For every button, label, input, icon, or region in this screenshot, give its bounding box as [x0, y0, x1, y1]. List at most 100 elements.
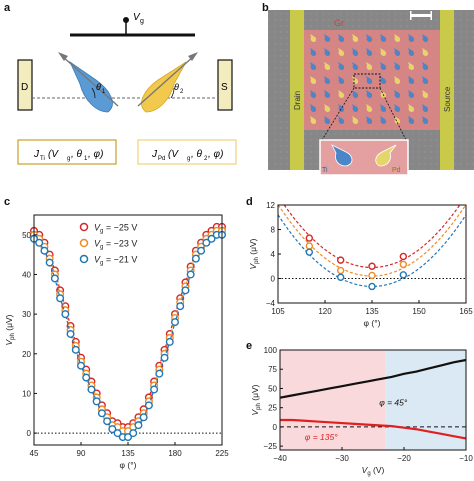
source-label: Source [443, 86, 452, 112]
particle-grid [310, 34, 429, 124]
ti-particle [69, 60, 113, 113]
panel-a-schematic: V g D S θ 1 θ 2 J Ti (V g , θ 1 , φ) J P… [17, 12, 237, 165]
pd-particle-mark [324, 104, 331, 112]
data-point [207, 234, 216, 243]
y-axis-label: Vph (μV) [248, 238, 260, 269]
panel-b-letter: b [262, 2, 269, 14]
ti-particle-mark [380, 76, 387, 84]
ti-particle-mark [366, 34, 373, 42]
electrode-d [17, 59, 33, 111]
ti-particle-mark [408, 48, 415, 56]
legend-label: Vg = −25 V [94, 223, 137, 235]
ti-particle-mark [422, 104, 429, 112]
legend-marker [79, 222, 89, 232]
ti-arrow-head [58, 52, 68, 61]
theta2-sub: 2 [180, 89, 184, 95]
y-tick-label: −4 [266, 299, 276, 308]
ti-particle-mark [380, 34, 387, 42]
x-axis-label: Vg (V) [362, 465, 385, 477]
pd-particle-mark [422, 48, 429, 56]
theta2-label: θ [174, 82, 179, 92]
legend-label: Vg = −21 V [94, 255, 137, 267]
jpd-main: J [151, 149, 158, 160]
y-tick-label: 30 [22, 310, 31, 319]
ti-particle-mark [394, 104, 401, 112]
data-point [92, 397, 101, 406]
legend-marker [79, 254, 89, 264]
pd-particle-mark [380, 48, 387, 56]
legend-label: Vg = −23 V [94, 239, 137, 251]
ti-particle-mark [380, 116, 387, 124]
ti-particle-mark [352, 104, 359, 112]
ti-particle-mark [352, 90, 359, 98]
y-tick-label: 0 [271, 275, 276, 284]
jpd-sub: Pd [158, 156, 165, 162]
x-tick-label: 225 [215, 449, 229, 458]
data-point [186, 270, 195, 279]
y-tick-label: 0 [273, 423, 278, 432]
jti-end: , φ) [88, 149, 103, 160]
data-point [50, 274, 59, 283]
ti-particle-mark [324, 48, 331, 56]
data-point [336, 266, 345, 275]
pd-particle-mark [380, 90, 387, 98]
data-point [40, 246, 49, 255]
data-point [61, 310, 70, 319]
drain-electrode [290, 10, 304, 170]
data-point [368, 271, 376, 280]
ti-particle-mark [408, 90, 415, 98]
pd-particle-mark [408, 62, 415, 70]
theta1-arc [91, 87, 96, 99]
y-tick-label: 75 [268, 365, 277, 374]
y-tick-label: −25 [263, 442, 277, 451]
data-point [87, 385, 96, 394]
data-point [170, 318, 179, 327]
x-axis-label: φ (°) [364, 318, 381, 328]
jti-args: (V [48, 149, 59, 160]
jpd-end: , φ) [208, 149, 223, 160]
data-point [191, 254, 200, 263]
jpd-rest-sub: 2 [204, 156, 208, 162]
ti-particle-mark [324, 76, 331, 84]
x-tick-label: 120 [318, 307, 332, 316]
series-line [280, 418, 467, 440]
pd-particle-mark [310, 34, 317, 42]
gate-label-sub: g [140, 18, 144, 25]
data-point [160, 353, 169, 362]
legend-marker [79, 238, 89, 248]
jti-box [17, 139, 117, 165]
pd-particle-mark [394, 76, 401, 84]
data-point [181, 286, 190, 295]
y-tick-label: 50 [22, 231, 31, 240]
x-tick-label: −10 [459, 454, 473, 463]
x-tick-label: 150 [412, 307, 426, 316]
data-point [165, 337, 174, 346]
ti-particle-mark [338, 76, 345, 84]
electrode-d-label: D [21, 82, 28, 93]
data-point [155, 369, 164, 378]
ti-particle-mark [324, 90, 331, 98]
pd-particle-mark [352, 34, 359, 42]
panel-b-micrograph: Drain Source Gr Ti Pd [268, 10, 474, 175]
x-tick-label: 165 [459, 307, 473, 316]
scale-bar [410, 14, 432, 17]
gate-label: V [133, 12, 141, 23]
ti-particle-mark [422, 116, 429, 124]
ti-particle-mark [380, 104, 387, 112]
data-point [113, 429, 122, 438]
ti-particle-mark [310, 48, 317, 56]
gr-label: Gr [334, 18, 344, 28]
data-point [176, 302, 185, 311]
ti-particle-mark [324, 34, 331, 42]
panel-e-letter: e [246, 340, 253, 352]
zoom-inset [319, 139, 409, 175]
ti-particle-mark [408, 34, 415, 42]
pd-particle-mark [338, 90, 345, 98]
jpd-box [137, 139, 237, 165]
data-point [103, 417, 112, 426]
data-point [197, 246, 206, 255]
pd-particle-mark [324, 62, 331, 70]
jpd-rest: , θ [191, 149, 203, 160]
jti-main: J [33, 149, 40, 160]
jti-rest: , θ [71, 149, 83, 160]
